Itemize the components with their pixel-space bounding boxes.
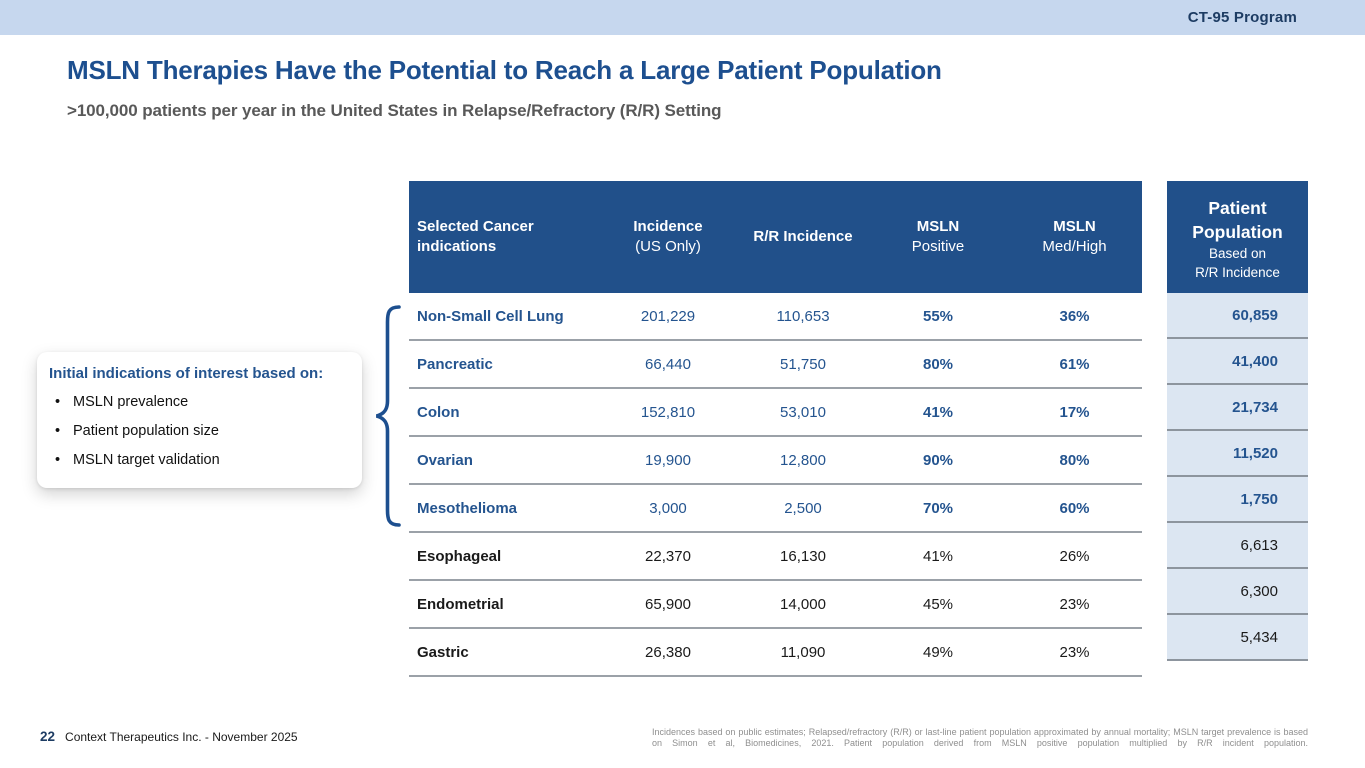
header-msln-med-high: MSLN Med/High xyxy=(1042,218,1107,255)
table-row: Mesothelioma 3,000 2,500 70% 60% xyxy=(409,485,1142,533)
header-incidence: Incidence (US Only) xyxy=(633,218,703,255)
callout-title: Initial indications of interest based on… xyxy=(49,365,324,382)
msln-positive-cell: 70% xyxy=(922,499,954,517)
table-body: Non-Small Cell Lung 201,229 110,653 55% 36% P… xyxy=(409,293,1142,677)
msln-med-high-cell: 36% xyxy=(1059,307,1090,325)
patient-population-cell: 1,750 xyxy=(1167,477,1308,523)
page-title: MSLN Therapies Have the Potential to Rea… xyxy=(67,55,942,85)
footer-company: Context Therapeutics Inc. - November 202… xyxy=(65,730,298,744)
table-row: Colon 152,810 53,010 41% 17% xyxy=(409,389,1142,437)
footer: 22 Context Therapeutics Inc. - November … xyxy=(40,729,298,744)
patient-population-cell: 60,859 xyxy=(1167,293,1308,339)
page-number: 22 xyxy=(40,729,56,744)
patient-population-cell: 5,434 xyxy=(1167,615,1308,661)
msln-med-high-cell: 26% xyxy=(1059,547,1090,565)
header-msln-positive: MSLN Positive xyxy=(911,218,965,255)
curly-brace-icon xyxy=(375,305,401,527)
indication-cell: Mesothelioma xyxy=(417,499,518,517)
callout-bullet: MSLN prevalence xyxy=(49,388,346,417)
rr-incidence-cell: 11,090 xyxy=(780,643,826,661)
incidence-cell: 3,000 xyxy=(649,499,687,517)
table-row: Non-Small Cell Lung 201,229 110,653 55% 36% xyxy=(409,293,1142,341)
header-rr-incidence: R/R Incidence xyxy=(753,228,853,245)
patient-population-cell: 6,300 xyxy=(1167,569,1308,615)
top-band: CT-95 Program xyxy=(0,0,1365,35)
header-selected-cancer-indications: Selected Cancer indications xyxy=(417,218,534,255)
rr-incidence-cell: 14,000 xyxy=(780,595,826,613)
indication-cell: Gastric xyxy=(417,643,469,661)
footnote: Incidences based on public estimates; Re… xyxy=(652,727,1308,748)
indication-cell: Non-Small Cell Lung xyxy=(417,307,564,325)
incidence-cell: 19,900 xyxy=(645,451,691,469)
msln-positive-cell: 41% xyxy=(922,403,954,421)
rr-incidence-cell: 16,130 xyxy=(780,547,826,565)
table-row: Endometrial 65,900 14,000 45% 23% xyxy=(409,581,1142,629)
indication-cell: Colon xyxy=(417,403,460,421)
msln-positive-cell: 90% xyxy=(922,451,954,469)
indication-cell: Endometrial xyxy=(417,595,504,613)
indications-table: Selected Cancer indications Incidence (U… xyxy=(409,181,1142,677)
patient-population-cell: 21,734 xyxy=(1167,385,1308,431)
msln-positive-cell: 41% xyxy=(922,547,954,565)
patient-population-column: Patient Population Based on R/R Incidenc… xyxy=(1167,181,1308,661)
rr-incidence-cell: 12,800 xyxy=(780,451,826,469)
msln-med-high-cell: 17% xyxy=(1059,403,1090,421)
incidence-cell: 201,229 xyxy=(640,307,696,325)
msln-med-high-cell: 80% xyxy=(1059,451,1090,469)
table-row: Gastric 26,380 11,090 49% 23% xyxy=(409,629,1142,677)
incidence-cell: 26,380 xyxy=(645,643,691,661)
incidence-cell: 66,440 xyxy=(645,355,691,373)
callout-bullet: MSLN target validation xyxy=(49,446,346,475)
incidence-cell: 65,900 xyxy=(645,595,691,613)
program-badge: CT-95 Program xyxy=(1187,9,1297,26)
msln-positive-cell: 45% xyxy=(922,595,954,613)
indication-cell: Esophageal xyxy=(417,547,502,565)
indication-cell: Pancreatic xyxy=(417,355,493,373)
table-row: Esophageal 22,370 16,130 41% 26% xyxy=(409,533,1142,581)
msln-positive-cell: 80% xyxy=(922,355,954,373)
patient-population-cell: 6,613 xyxy=(1167,523,1308,569)
table-row: Ovarian 19,900 12,800 90% 80% xyxy=(409,437,1142,485)
table-header: Selected Cancer indications Incidence (U… xyxy=(409,181,1142,293)
msln-positive-cell: 49% xyxy=(922,643,954,661)
page-subtitle: >100,000 patients per year in the United… xyxy=(67,101,722,120)
pp-body: 60,859 41,400 21,734 11,520 1,750 6,613 6,300 5… xyxy=(1167,293,1308,661)
msln-positive-cell: 55% xyxy=(922,307,954,325)
msln-med-high-cell: 61% xyxy=(1059,355,1090,373)
msln-med-high-cell: 23% xyxy=(1059,643,1090,661)
rr-incidence-cell: 110,653 xyxy=(776,307,830,325)
incidence-cell: 22,370 xyxy=(645,547,691,565)
patient-population-cell: 41,400 xyxy=(1167,339,1308,385)
callout-bullet: Patient population size xyxy=(49,417,346,446)
patient-population-cell: 11,520 xyxy=(1167,431,1308,477)
rr-incidence-cell: 51,750 xyxy=(780,355,826,373)
patient-population-header: Patient Population Based on R/R Incidenc… xyxy=(1167,181,1308,293)
rr-incidence-cell: 2,500 xyxy=(784,499,822,517)
incidence-cell: 152,810 xyxy=(640,403,696,421)
rr-incidence-cell: 53,010 xyxy=(780,403,826,421)
table-row: Pancreatic 66,440 51,750 80% 61% xyxy=(409,341,1142,389)
callout-box: Initial indications of interest based on… xyxy=(37,352,362,488)
msln-med-high-cell: 60% xyxy=(1059,499,1090,517)
msln-med-high-cell: 23% xyxy=(1059,595,1090,613)
callout-bullets: MSLN prevalencePatient population sizeMS… xyxy=(49,388,346,475)
indication-cell: Ovarian xyxy=(417,451,473,469)
